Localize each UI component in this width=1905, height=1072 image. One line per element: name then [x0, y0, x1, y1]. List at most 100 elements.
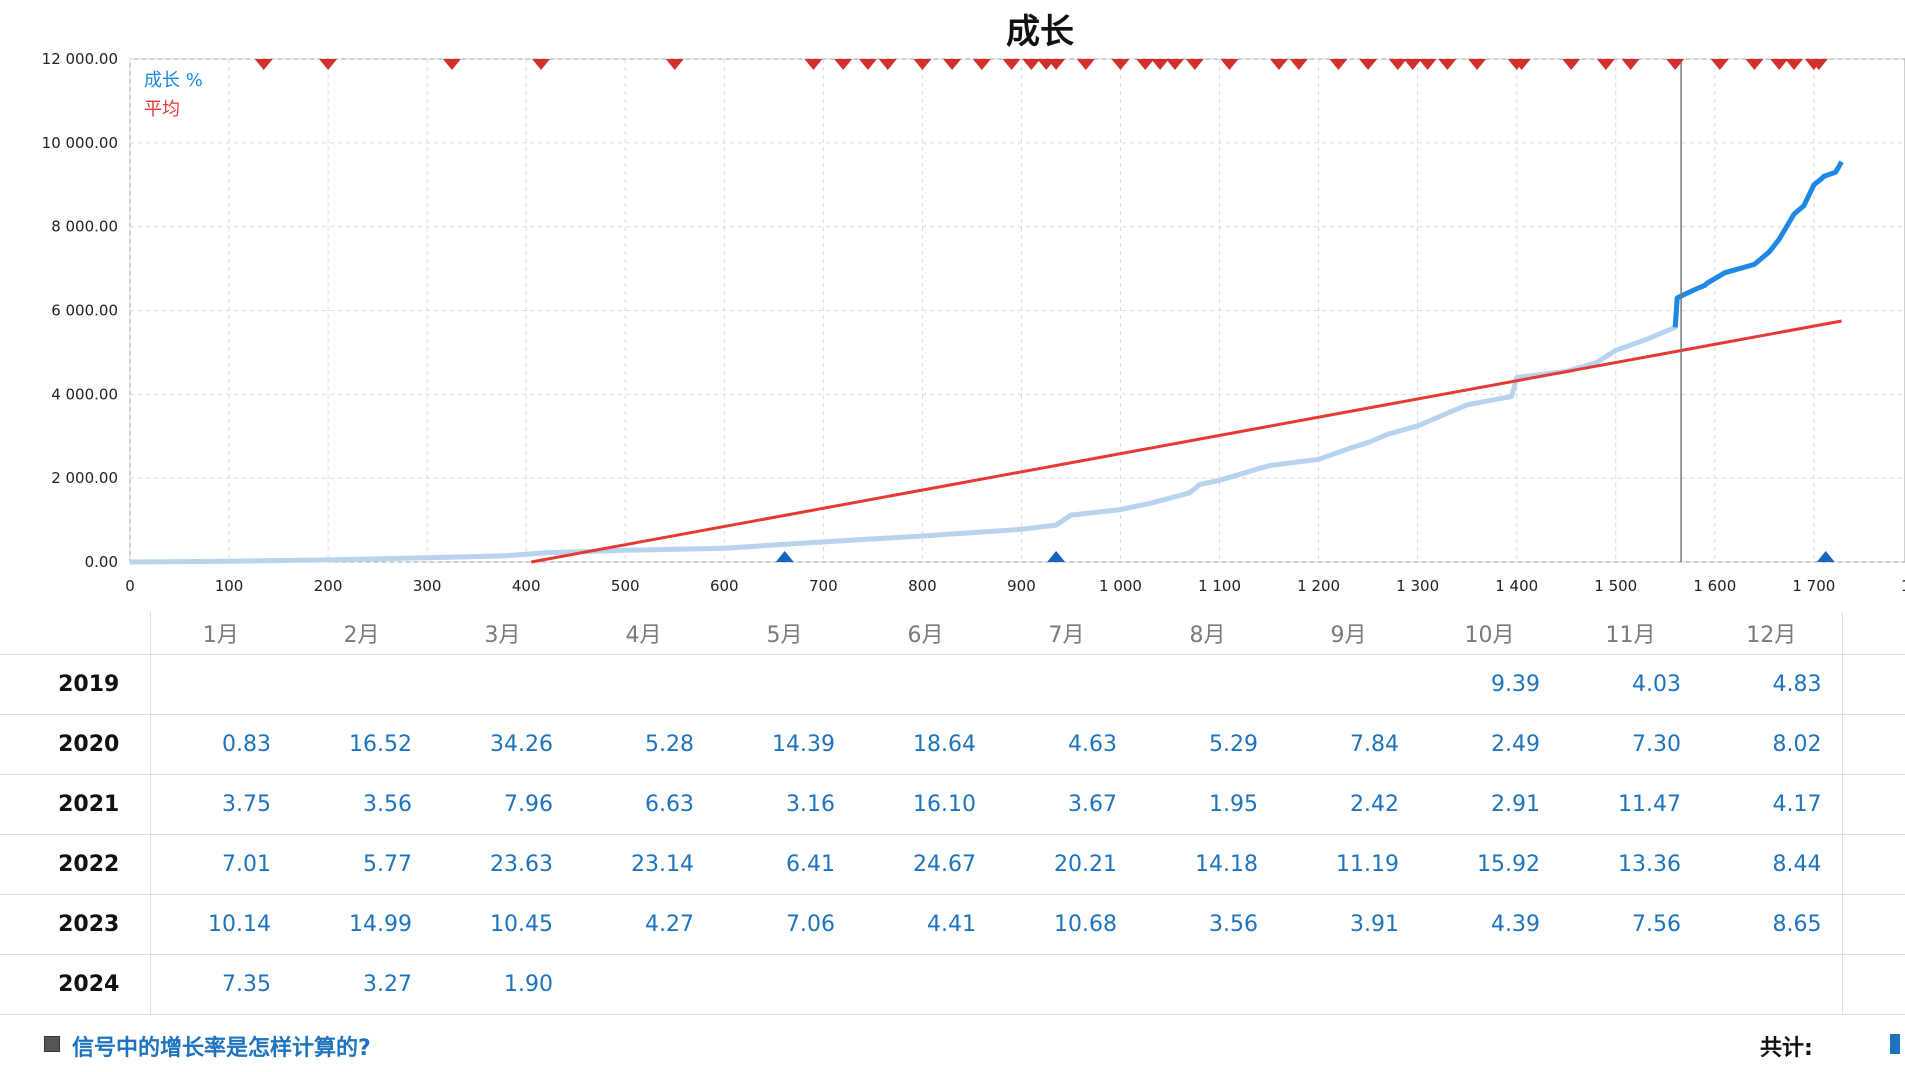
month-value-cell: 2.42 [1278, 774, 1419, 835]
month-value-cell: 6.63 [573, 774, 714, 835]
month-value-cell: 7.96 [432, 774, 573, 835]
x-tick-label: 1 500 [1594, 577, 1637, 595]
table-row: 2021 3.75 3.56 7.96 6.63 3.16 16.10 3.67 1.95 2.4… [0, 774, 1905, 835]
table-row: 2020 0.83 16.52 34.26 5.28 14.39 18.64 4.63 5.29… [0, 714, 1905, 775]
month-value-cell: 4.03 [1560, 654, 1701, 715]
average-line [530, 319, 1842, 564]
sell-marker [442, 59, 461, 70]
chart-title: 成长 [1006, 12, 1074, 52]
x-tick-label: 900 [1007, 577, 1036, 595]
month-value-cell [291, 654, 432, 715]
y-tick-label: 0.00 [85, 553, 118, 571]
sell-marker [1512, 59, 1531, 70]
x-tick-label: 100 [215, 577, 244, 595]
month-value-cell [1701, 954, 1842, 1015]
x-tick-label: 1 200 [1297, 577, 1340, 595]
month-value-cell: 3.56 [291, 774, 432, 835]
sell-marker [1151, 59, 1170, 70]
month-header-row: 1月 2月 3月 4月 5月 6月 7月 8月 9月 10月 11月 12月 [0, 612, 1905, 655]
spacer-cell [0, 612, 28, 655]
y-tick-label: 10 000.00 [42, 134, 118, 152]
x-tick-label: 500 [611, 577, 640, 595]
total-cell [1841, 774, 1905, 835]
month-value-cell: 9.39 [1419, 654, 1560, 715]
month-value-cell [855, 954, 996, 1015]
sell-marker [1269, 59, 1288, 70]
month-value-cell: 10.45 [432, 894, 573, 955]
sell-marker [1002, 59, 1021, 70]
x-tick-label: 1 8 [1901, 577, 1905, 595]
buy-marker [775, 551, 794, 562]
sell-marker [1596, 59, 1615, 70]
sell-marker [1666, 59, 1685, 70]
x-tick-label: 700 [809, 577, 838, 595]
month-header: 11月 [1560, 612, 1701, 655]
month-value-cell: 5.77 [291, 834, 432, 895]
month-header: 10月 [1419, 612, 1560, 655]
year-cell: 2021 [28, 774, 151, 835]
month-value-cell: 3.67 [996, 774, 1137, 835]
info-icon [44, 1036, 60, 1052]
buy-marker [1816, 551, 1835, 562]
x-tick-label: 1 400 [1495, 577, 1538, 595]
month-value-cell [150, 654, 291, 715]
month-value-cell [1278, 954, 1419, 1015]
growth-calculation-link[interactable]: 信号中的增长率是怎样计算的? [72, 1036, 371, 1061]
month-value-cell: 7.06 [714, 894, 855, 955]
sell-marker [1438, 59, 1457, 70]
footer: 信号中的增长率是怎样计算的? 共计: [0, 1020, 1905, 1072]
month-value-cell: 4.83 [1701, 654, 1842, 715]
sell-marker [1770, 59, 1789, 70]
month-value-cell: 3.75 [150, 774, 291, 835]
month-value-cell [996, 654, 1137, 715]
total-cell [1841, 714, 1905, 775]
sell-marker [1076, 59, 1095, 70]
month-value-cell: 6.41 [714, 834, 855, 895]
month-value-cell: 18.64 [855, 714, 996, 775]
month-header: 12月 [1701, 612, 1842, 655]
spacer-cell [0, 894, 28, 955]
month-value-cell: 4.17 [1701, 774, 1842, 835]
month-value-cell: 20.21 [996, 834, 1137, 895]
sell-marker [1809, 59, 1828, 70]
sell-marker [1329, 59, 1348, 70]
month-value-cell [1419, 954, 1560, 1015]
month-value-cell: 7.35 [150, 954, 291, 1015]
month-value-cell: 16.52 [291, 714, 432, 775]
month-value-cell: 34.26 [432, 714, 573, 775]
y-axis-ticks: 0.00 2 000.00 4 000.00 6 000.00 8 000.00 10 0… [42, 50, 118, 571]
sell-marker [254, 59, 273, 70]
spacer-cell [0, 954, 28, 1015]
y-tick-label: 8 000.00 [51, 218, 118, 236]
month-value-cell: 3.16 [714, 774, 855, 835]
x-axis-ticks: 0 100 200 300 400 500 600 700 800 900 1 000 1 100 1 … [125, 577, 1905, 595]
month-header: 1月 [150, 612, 291, 655]
month-value-cell [432, 654, 573, 715]
table-row: 2023 10.14 14.99 10.45 4.27 7.06 4.41 10.68 3.56… [0, 894, 1905, 955]
y-tick-label: 6 000.00 [51, 302, 118, 320]
x-tick-label: 1 100 [1198, 577, 1241, 595]
month-value-cell: 4.27 [573, 894, 714, 955]
x-tick-label: 300 [413, 577, 442, 595]
year-cell: 2024 [28, 954, 151, 1015]
month-value-cell: 10.68 [996, 894, 1137, 955]
legend-average: 平均 [144, 99, 180, 120]
month-value-cell: 14.99 [291, 894, 432, 955]
total-cell [1841, 834, 1905, 895]
sell-marker [1220, 59, 1239, 70]
month-value-cell [1560, 954, 1701, 1015]
sell-marker [532, 59, 551, 70]
month-value-cell: 1.90 [432, 954, 573, 1015]
month-value-cell: 3.56 [1137, 894, 1278, 955]
spacer-cell [0, 654, 28, 715]
sell-marker [1785, 59, 1804, 70]
month-value-cell: 10.14 [150, 894, 291, 955]
month-value-cell: 1.95 [1137, 774, 1278, 835]
sell-marker [1136, 59, 1155, 70]
sell-marker [972, 59, 991, 70]
sell-marker [1745, 59, 1764, 70]
year-header-cell [28, 612, 151, 655]
sell-marker [858, 59, 877, 70]
x-tick-label: 600 [710, 577, 739, 595]
month-value-cell: 5.29 [1137, 714, 1278, 775]
